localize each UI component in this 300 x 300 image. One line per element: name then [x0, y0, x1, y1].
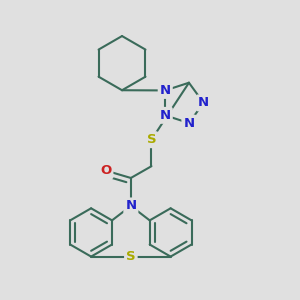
Text: N: N: [160, 109, 171, 122]
Text: N: N: [198, 96, 209, 110]
Text: O: O: [100, 164, 112, 177]
Text: S: S: [147, 133, 156, 146]
Text: N: N: [125, 200, 136, 212]
Text: N: N: [160, 84, 171, 97]
Text: N: N: [183, 117, 194, 130]
Text: S: S: [126, 250, 136, 263]
